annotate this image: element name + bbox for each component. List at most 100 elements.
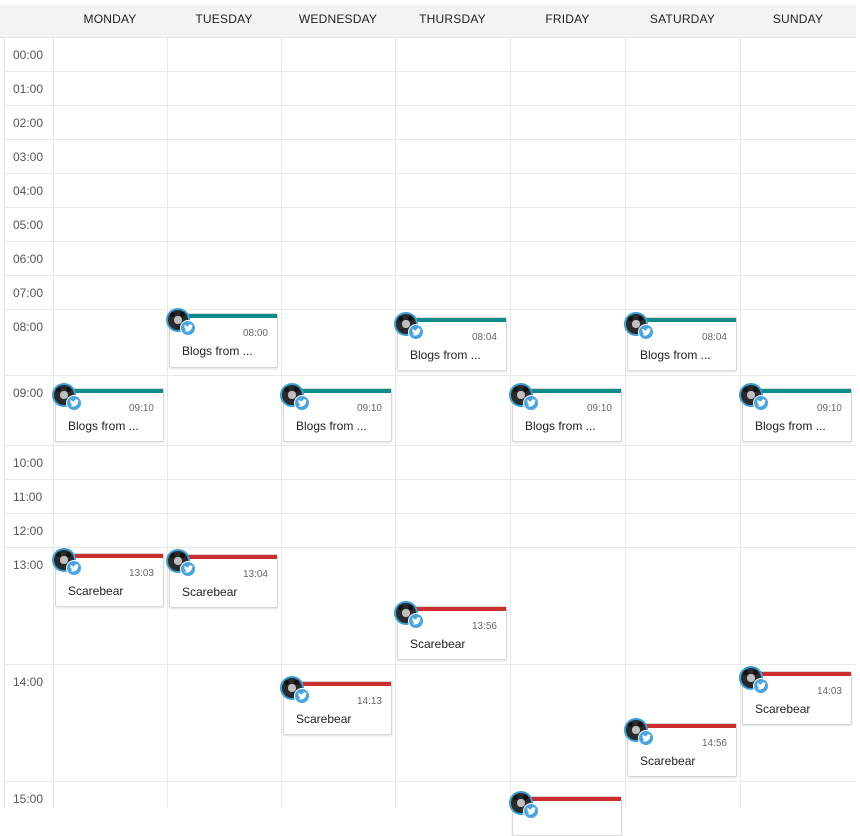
hour-row-divider <box>4 275 856 276</box>
day-header-monday: MONDAY <box>83 12 137 26</box>
event-card[interactable]: 13:03 Scarebear <box>52 548 164 607</box>
event-color-bar <box>743 389 851 393</box>
event-card[interactable]: 14:03 Scarebear <box>739 666 852 725</box>
column-divider <box>281 37 282 808</box>
hour-label: 07:00 <box>13 286 44 300</box>
column-divider <box>167 37 168 808</box>
hour-row-divider <box>4 309 856 310</box>
event-time: 14:13 <box>356 696 382 707</box>
hour-row-divider <box>4 71 856 72</box>
event-time: 13:03 <box>128 568 154 579</box>
event-title: Blogs from ... <box>755 419 826 433</box>
twitter-icon <box>523 395 539 411</box>
event-color-bar <box>628 724 736 728</box>
hour-row-divider <box>4 664 856 665</box>
event-card[interactable]: 09:10 Blogs from ... <box>739 383 852 442</box>
event-title: Blogs from ... <box>68 419 139 433</box>
event-color-bar <box>284 682 391 686</box>
time-gutter <box>4 37 54 808</box>
hour-label: 06:00 <box>13 252 44 266</box>
twitter-icon <box>66 395 82 411</box>
hour-row-divider <box>4 781 856 782</box>
hour-row-divider <box>4 105 856 106</box>
twitter-icon <box>408 613 424 629</box>
event-color-bar <box>170 314 277 318</box>
event-time: 13:04 <box>242 569 268 580</box>
hour-label: 02:00 <box>13 116 44 130</box>
event-color-bar <box>513 797 621 801</box>
event-time: 13:56 <box>471 621 497 632</box>
event-card[interactable] <box>509 791 622 836</box>
event-title: Scarebear <box>182 585 238 599</box>
event-color-bar <box>56 554 163 558</box>
hour-label: 04:00 <box>13 184 44 198</box>
event-time: 09:10 <box>128 403 154 414</box>
hour-label: 09:00 <box>13 386 44 400</box>
event-card[interactable]: 13:04 Scarebear <box>166 549 278 608</box>
column-divider <box>740 37 741 808</box>
hour-row-divider <box>4 173 856 174</box>
twitter-icon <box>408 324 424 340</box>
twitter-icon <box>638 324 654 340</box>
event-title: Blogs from ... <box>410 348 481 362</box>
hour-row-divider <box>4 241 856 242</box>
column-divider <box>395 37 396 808</box>
twitter-icon <box>753 678 769 694</box>
twitter-icon <box>753 395 769 411</box>
event-time: 08:04 <box>471 332 497 343</box>
event-color-bar <box>170 555 277 559</box>
event-title: Scarebear <box>68 584 124 598</box>
event-card[interactable]: 09:10 Blogs from ... <box>52 383 164 442</box>
event-title: Scarebear <box>410 637 466 651</box>
day-header-wednesday: WEDNESDAY <box>298 12 378 26</box>
day-header-row: MONDAY TUESDAY WEDNESDAY THURSDAY FRIDAY SATU… <box>0 5 856 38</box>
day-header-sunday: SUNDAY <box>772 12 824 26</box>
hour-label: 13:00 <box>13 558 44 572</box>
day-header-tuesday: TUESDAY <box>195 12 253 26</box>
event-card[interactable]: 14:56 Scarebear <box>624 718 737 777</box>
hour-label: 14:00 <box>13 675 44 689</box>
hour-label: 00:00 <box>13 48 44 62</box>
hour-label: 11:00 <box>13 490 43 504</box>
event-card[interactable]: 09:10 Blogs from ... <box>280 383 392 442</box>
hour-label: 12:00 <box>13 524 44 538</box>
event-card[interactable]: 09:10 Blogs from ... <box>509 383 622 442</box>
week-calendar: MONDAY TUESDAY WEDNESDAY THURSDAY FRIDAY SATU… <box>0 5 856 836</box>
twitter-icon <box>294 688 310 704</box>
column-divider <box>510 37 511 808</box>
hour-label: 05:00 <box>13 218 44 232</box>
event-title: Blogs from ... <box>182 344 253 358</box>
column-divider <box>53 37 54 808</box>
event-card[interactable]: 08:04 Blogs from ... <box>394 312 507 371</box>
event-title: Blogs from ... <box>525 419 596 433</box>
twitter-icon <box>294 395 310 411</box>
event-title: Scarebear <box>296 712 352 726</box>
event-title: Scarebear <box>640 754 696 768</box>
hour-row-divider <box>4 445 856 446</box>
event-card[interactable]: 08:04 Blogs from ... <box>624 312 737 371</box>
day-header-thursday: THURSDAY <box>419 12 486 26</box>
hour-row-divider <box>4 139 856 140</box>
event-title: Scarebear <box>755 702 811 716</box>
event-color-bar <box>284 389 391 393</box>
event-title: Blogs from ... <box>640 348 711 362</box>
twitter-icon <box>66 560 82 576</box>
hour-label: 08:00 <box>13 320 44 334</box>
hour-label: 10:00 <box>13 456 44 470</box>
hour-row-divider <box>4 375 856 376</box>
hour-row-divider <box>4 513 856 514</box>
event-color-bar <box>398 607 506 611</box>
event-title: Blogs from ... <box>296 419 367 433</box>
twitter-icon <box>638 730 654 746</box>
event-card[interactable]: 13:56 Scarebear <box>394 601 507 660</box>
event-color-bar <box>513 389 621 393</box>
twitter-icon <box>180 561 196 577</box>
event-color-bar <box>628 318 736 322</box>
event-card[interactable]: 14:13 Scarebear <box>280 676 392 735</box>
day-header-saturday: SATURDAY <box>649 12 716 26</box>
event-time: 14:03 <box>816 686 842 697</box>
column-divider <box>625 37 626 808</box>
event-card[interactable]: 08:00 Blogs from ... <box>166 308 278 368</box>
hour-row-divider <box>4 479 856 480</box>
day-header-friday: FRIDAY <box>545 12 590 26</box>
